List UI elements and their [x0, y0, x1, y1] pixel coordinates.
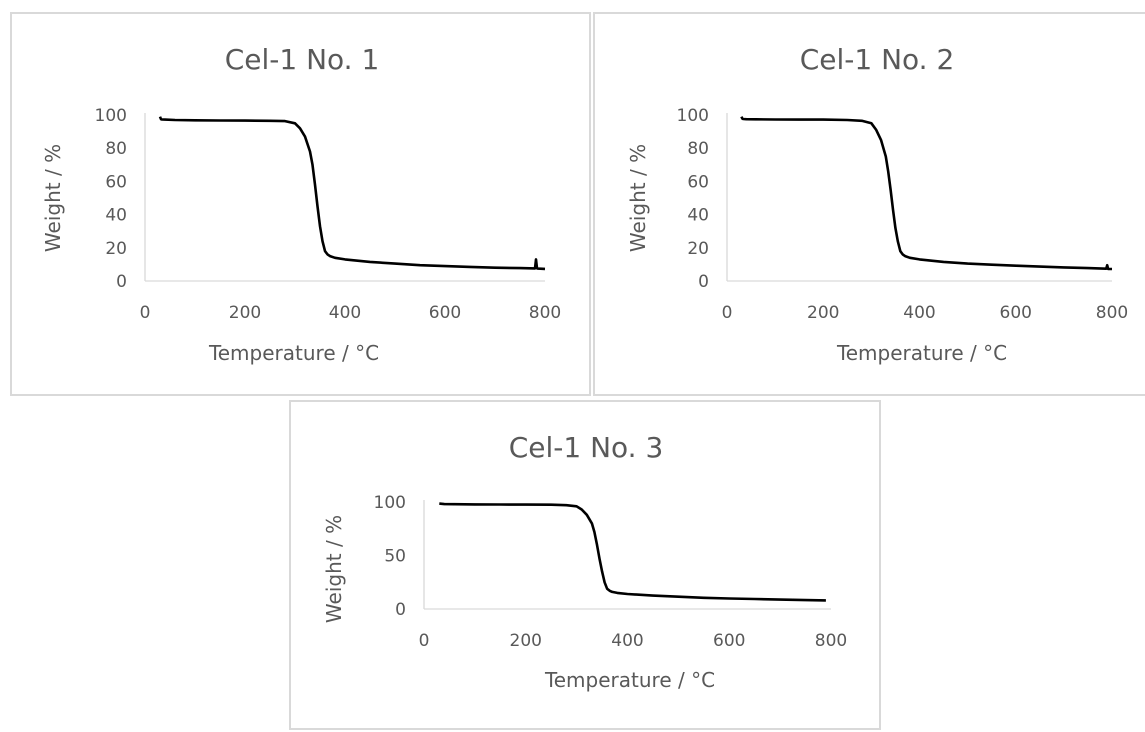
y-tick-label: 50 — [384, 547, 406, 567]
x-tick-label: 800 — [1096, 303, 1128, 323]
x-tick-label: 0 — [419, 631, 430, 651]
x-tick-label: 0 — [140, 303, 151, 323]
x-tick-label: 200 — [807, 303, 839, 323]
chart-title: Cel-1 No. 3 — [509, 431, 664, 464]
y-axis-title: Weight / % — [626, 144, 650, 252]
y-tick-label: 100 — [374, 493, 406, 513]
x-tick-label: 400 — [611, 631, 643, 651]
y-tick-label: 20 — [105, 239, 127, 259]
x-tick-label: 0 — [722, 303, 733, 323]
y-tick-label: 0 — [116, 272, 127, 292]
x-tick-label: 600 — [1000, 303, 1032, 323]
chart-svg: Cel-1 No. 3 0 200 400 600 800 0 50 100 Temperatur… — [322, 431, 847, 692]
chart-title: Cel-1 No. 1 — [225, 43, 380, 76]
y-tick-label: 80 — [687, 139, 709, 159]
x-tick-label: 400 — [329, 303, 361, 323]
x-tick-label: 800 — [529, 303, 561, 323]
x-axis-title: Temperature / °C — [836, 341, 1007, 365]
x-tick-label: 600 — [429, 303, 461, 323]
x-axis-title: Temperature / °C — [544, 668, 715, 692]
y-tick-label: 60 — [105, 172, 127, 192]
y-tick-label: 0 — [395, 600, 406, 620]
y-axis-title: Weight / % — [41, 144, 65, 252]
y-tick-label: 20 — [687, 239, 709, 259]
y-tick-label: 40 — [687, 206, 709, 226]
x-axis-title: Temperature / °C — [208, 341, 379, 365]
series-line — [439, 502, 826, 602]
x-tick-label: 200 — [229, 303, 261, 323]
chart-svg: Cel-1 No. 1 0 200 400 600 800 0 20 40 60 80 100 Temp… — [41, 43, 561, 365]
x-tick-label: 400 — [903, 303, 935, 323]
y-tick-label: 100 — [677, 106, 709, 126]
y-axis-title: Weight / % — [322, 515, 346, 623]
y-tick-label: 80 — [105, 139, 127, 159]
chart-title: Cel-1 No. 2 — [800, 43, 955, 76]
chart-svg: Cel-1 No. 2 0 200 400 600 800 0 20 40 60 80 100 Temp… — [626, 43, 1128, 365]
x-tick-label: 200 — [510, 631, 542, 651]
y-tick-label: 0 — [698, 272, 709, 292]
series-line — [158, 116, 546, 271]
chart-panel: Cel-1 No. 3 0 200 400 600 800 0 50 100 Temperatur… — [289, 400, 881, 730]
series-line — [740, 116, 1113, 271]
y-tick-label: 100 — [95, 106, 127, 126]
y-tick-label: 60 — [687, 172, 709, 192]
y-tick-label: 40 — [105, 206, 127, 226]
chart-panel: Cel-1 No. 2 0 200 400 600 800 0 20 40 60 80 100 Temp… — [593, 12, 1145, 396]
x-tick-label: 600 — [713, 631, 745, 651]
x-tick-label: 800 — [815, 631, 847, 651]
chart-panel: Cel-1 No. 1 0 200 400 600 800 0 20 40 60 80 100 Temp… — [10, 12, 591, 396]
